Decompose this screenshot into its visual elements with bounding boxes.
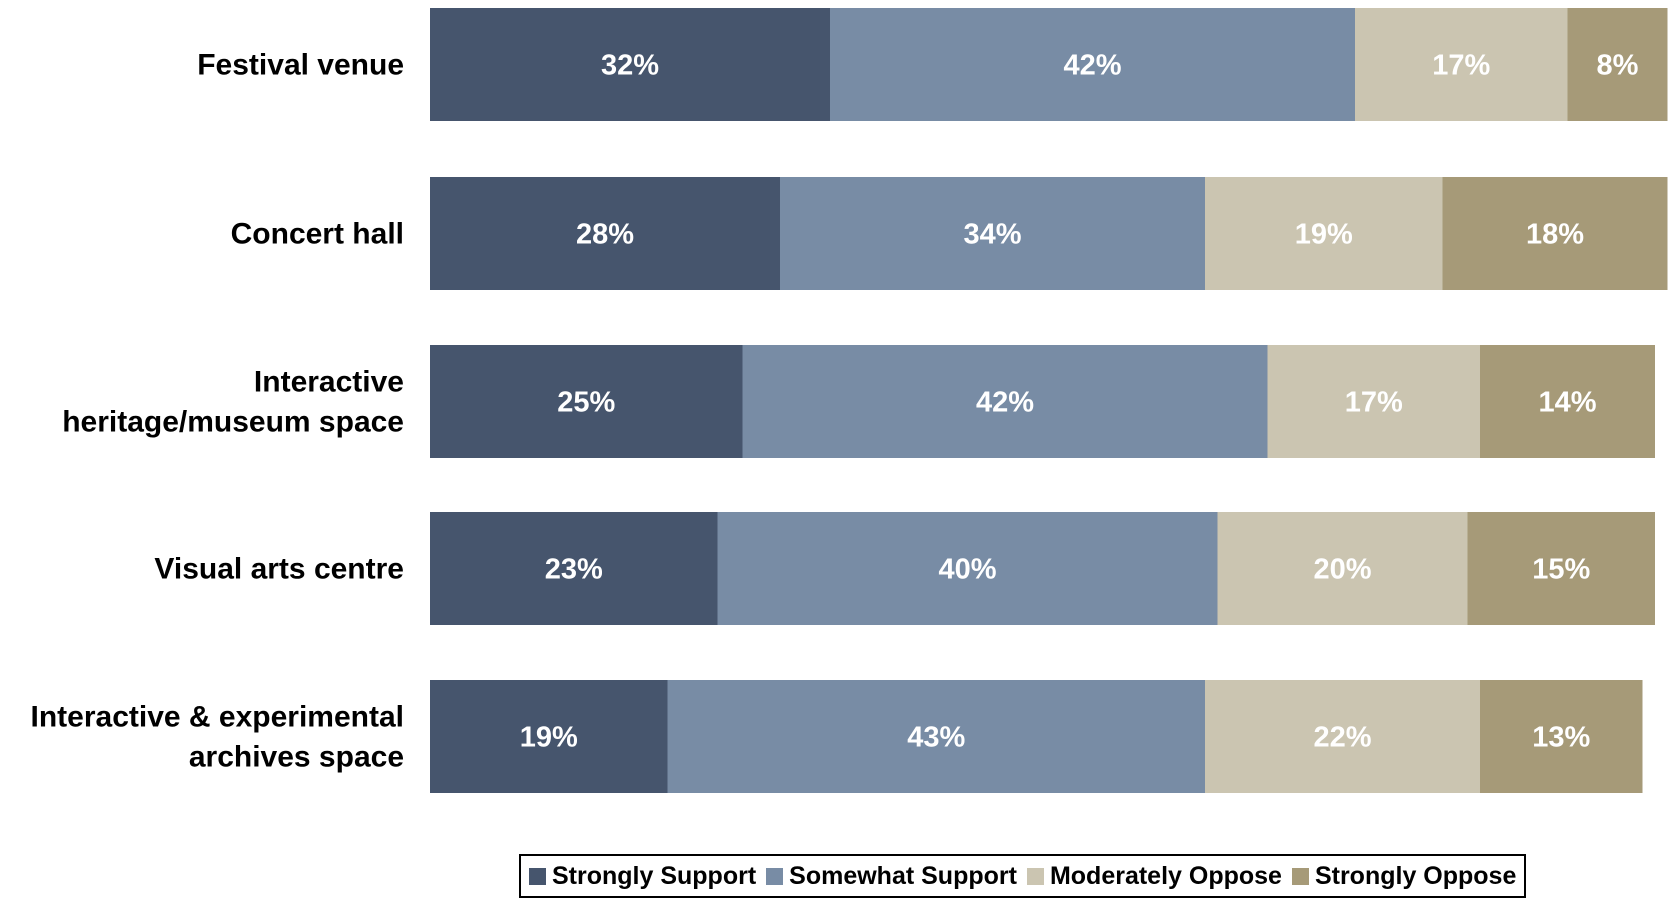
bar-strongly-oppose-visual-arts-centre <box>1467 512 1655 625</box>
bar-moderately-oppose-interactive-heritage-museum-space <box>1267 345 1480 458</box>
data-label-strongly-support-interactive-heritage-museum-space: 25% <box>557 387 615 419</box>
bar-somewhat-support-visual-arts-centre <box>717 512 1218 625</box>
bar-moderately-oppose-festival-venue <box>1355 8 1568 121</box>
legend-label-moderately-oppose: Moderately Oppose <box>1049 861 1282 890</box>
data-label-somewhat-support-interactive-experimental-archives-space: 43% <box>907 722 965 754</box>
legend-label-strongly-support: Strongly Support <box>552 861 757 890</box>
data-label-somewhat-support-interactive-heritage-museum-space: 42% <box>976 387 1034 419</box>
data-label-moderately-oppose-festival-venue: 17% <box>1432 50 1490 82</box>
legend-item-somewhat-support: Somewhat Support <box>766 862 1017 891</box>
bar-strongly-support-visual-arts-centre <box>430 512 718 625</box>
legend-swatch-moderately-oppose <box>1026 867 1044 885</box>
stacked-bar-chart: Festival venue 32% 42% 17% 8% Concert hall 28%… <box>31 8 1668 793</box>
data-label-strongly-oppose-interactive-experimental-archives-space: 13% <box>1532 722 1590 754</box>
data-label-strongly-support-festival-venue: 32% <box>601 50 659 82</box>
category-label-interactive-experimental-archives-space: Interactive & experimental archives space <box>31 701 405 774</box>
legend-item-moderately-oppose: Moderately Oppose <box>1026 861 1282 891</box>
data-label-strongly-oppose-interactive-heritage-museum-space: 14% <box>1538 387 1596 419</box>
bar-moderately-oppose-visual-arts-centre <box>1217 512 1468 625</box>
data-label-somewhat-support-festival-venue: 42% <box>1063 50 1121 82</box>
bar-somewhat-support-concert-hall <box>780 177 1205 290</box>
data-label-somewhat-support-visual-arts-centre: 40% <box>938 554 996 586</box>
legend-item-strongly-oppose: Strongly Oppose <box>1291 861 1517 891</box>
data-label-strongly-oppose-festival-venue: 8% <box>1597 50 1639 82</box>
bar-somewhat-support-interactive-heritage-museum-space <box>742 345 1268 458</box>
data-label-somewhat-support-concert-hall: 34% <box>963 219 1021 251</box>
bar-strongly-support-interactive-experimental-archives-space <box>430 680 668 793</box>
bar-strongly-support-festival-venue <box>430 8 830 121</box>
category-label-visual-arts-centre: Visual arts centre <box>154 553 404 586</box>
legend-swatch-somewhat-support <box>766 867 784 885</box>
bar-strongly-oppose-concert-hall <box>1442 177 1668 290</box>
bar-somewhat-support-interactive-experimental-archives-space <box>667 680 1205 793</box>
data-label-strongly-oppose-concert-hall: 18% <box>1526 219 1584 251</box>
bar-strongly-oppose-interactive-heritage-museum-space <box>1480 345 1655 458</box>
category-label-festival-venue: Festival venue <box>197 49 404 82</box>
category-label-interactive-heritage-museum-space: Interactive heritage/museum space <box>62 366 404 439</box>
bar-strongly-oppose-festival-venue <box>1567 8 1668 121</box>
legend-label-strongly-oppose: Strongly Oppose <box>1314 861 1517 890</box>
data-label-strongly-oppose-visual-arts-centre: 15% <box>1532 554 1590 586</box>
data-label-moderately-oppose-interactive-experimental-archives-space: 22% <box>1313 722 1371 754</box>
chart-legend: Strongly Support Somewhat Support Moderate… <box>519 854 1527 898</box>
bar-moderately-oppose-concert-hall <box>1205 177 1443 290</box>
legend-swatch-strongly-support <box>529 867 546 885</box>
data-label-moderately-oppose-concert-hall: 19% <box>1295 219 1353 251</box>
legend-item-strongly-support: Strongly Support <box>529 862 756 891</box>
data-label-moderately-oppose-visual-arts-centre: 20% <box>1313 554 1371 586</box>
bar-strongly-support-interactive-heritage-museum-space <box>430 345 743 458</box>
legend-swatch-strongly-oppose <box>1291 867 1309 885</box>
legend-label-somewhat-support: Somewhat Support <box>789 861 1017 890</box>
data-label-strongly-support-interactive-experimental-archives-space: 19% <box>520 722 578 754</box>
data-label-moderately-oppose-interactive-heritage-museum-space: 17% <box>1345 387 1403 419</box>
bar-moderately-oppose-interactive-experimental-archives-space <box>1205 680 1480 793</box>
bar-somewhat-support-festival-venue <box>830 8 1355 121</box>
data-label-strongly-support-visual-arts-centre: 23% <box>545 554 603 586</box>
bar-strongly-oppose-interactive-experimental-archives-space <box>1480 680 1643 793</box>
bar-strongly-support-concert-hall <box>430 177 780 290</box>
category-label-concert-hall: Concert hall <box>231 218 404 251</box>
data-label-strongly-support-concert-hall: 28% <box>576 219 634 251</box>
